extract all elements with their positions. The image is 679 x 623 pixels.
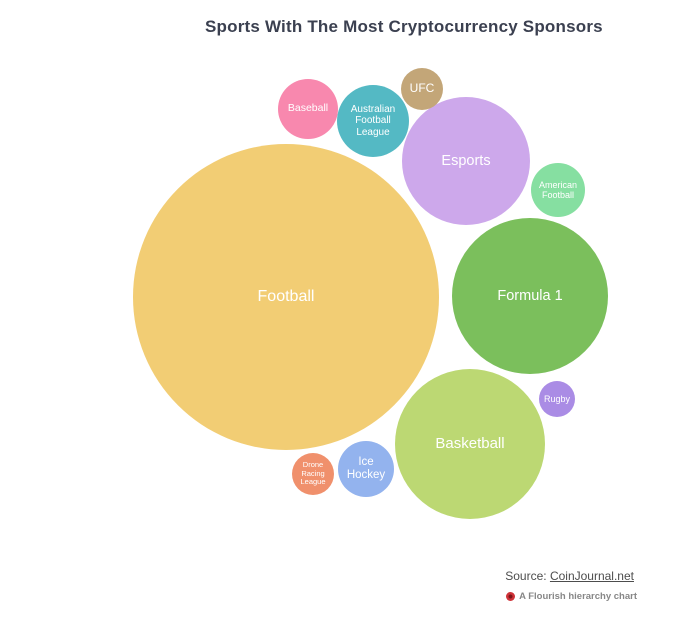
source-link[interactable]: CoinJournal.net [549,569,634,583]
bubble-label: Rugby [543,393,570,404]
bubble-label: American Football [538,179,577,200]
source-line: Source: CoinJournal.net [505,569,634,583]
bubble-label: Ice Hockey [346,456,386,481]
bubble-rugby[interactable]: Rugby [539,381,575,417]
bubble-australian-football-league[interactable]: Australian Football League [337,85,409,157]
bubble-label: Esports [441,152,491,169]
bubble-ufc[interactable]: UFC [401,68,443,110]
bubble-american-football[interactable]: American Football [531,163,585,217]
bubble-formula-1[interactable]: Formula 1 [452,218,608,374]
bubble-label: Australian Football League [350,104,396,138]
flourish-logo-icon [506,592,516,601]
bubble-label: Formula 1 [497,287,563,304]
bubble-label: Drone Racing League [300,460,326,487]
chart-title: Sports With The Most Cryptocurrency Spon… [205,17,603,36]
bubble-label: Football [257,288,315,306]
bubble-ice-hockey[interactable]: Ice Hockey [338,441,394,497]
bubble-label: Baseball [287,102,329,115]
bubble-label: UFC [409,81,435,96]
bubble-esports[interactable]: Esports [402,97,530,225]
bubble-football[interactable]: Football [133,144,439,450]
bubble-basketball[interactable]: Basketball [395,369,545,519]
source-prefix-label: Source: [505,569,550,583]
bubble-drone-racing-league[interactable]: Drone Racing League [292,453,334,495]
flourish-credit[interactable]: A Flourish hierarchy chart [506,591,637,602]
bubble-label: Basketball [435,434,505,452]
bubble-baseball[interactable]: Baseball [278,79,338,139]
flourish-credit-label: A Flourish hierarchy chart [519,591,637,602]
